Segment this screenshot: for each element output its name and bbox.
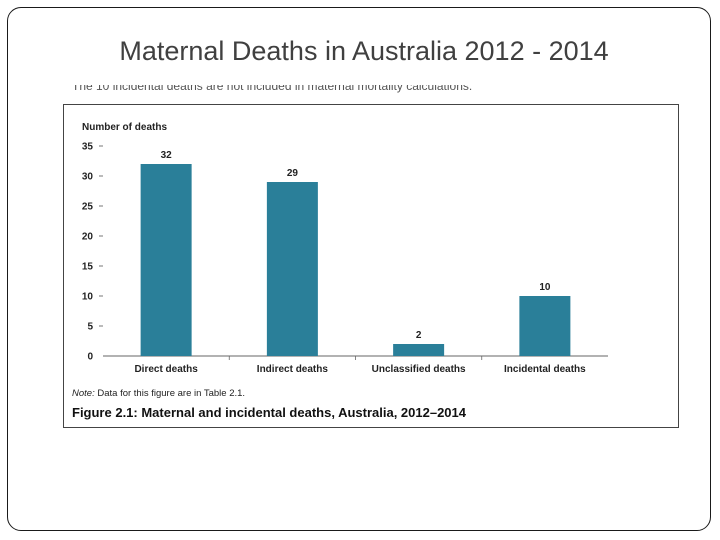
y-tick-label: 5 (87, 322, 93, 333)
y-tick-label: 0 (87, 352, 93, 363)
slide-title: Maternal Deaths in Australia 2012 - 2014 (119, 36, 609, 66)
figure-caption: Figure 2.1: Maternal and incidental deat… (72, 405, 466, 420)
data-label: 10 (539, 282, 551, 293)
y-tick-label: 35 (82, 142, 94, 153)
y-tick-label: 25 (82, 202, 94, 213)
y-tick-label: 15 (82, 262, 94, 273)
x-tick-label: Unclassified deaths (372, 364, 466, 375)
y-tick-label: 20 (82, 232, 94, 243)
slide-frame (7, 7, 711, 531)
x-tick-label: Incidental deaths (504, 364, 586, 375)
data-label: 29 (287, 168, 299, 179)
clipped-caption: The 10 incidental deaths are not include… (72, 85, 572, 94)
bar-indirect-deaths (266, 182, 318, 356)
bar-unclassified-deaths (393, 344, 445, 356)
y-tick-label: 10 (82, 292, 94, 303)
clipped-caption-text: The 10 incidental deaths are not include… (72, 85, 473, 93)
y-axis-label: Number of deaths (82, 122, 167, 133)
data-label: 32 (161, 150, 173, 161)
x-tick-label: Indirect deaths (257, 364, 329, 375)
y-tick-label: 30 (82, 172, 94, 183)
figure-note-label: Note: (72, 388, 95, 399)
figure-note-text: Data for this figure are in Table 2.1. (94, 388, 246, 399)
figure-note: Note: Data for this figure are in Table … (72, 388, 245, 399)
bar-direct-deaths (140, 164, 192, 356)
x-tick-label: Direct deaths (134, 364, 198, 375)
bar-incidental-deaths (519, 296, 571, 356)
data-label: 2 (416, 330, 422, 341)
